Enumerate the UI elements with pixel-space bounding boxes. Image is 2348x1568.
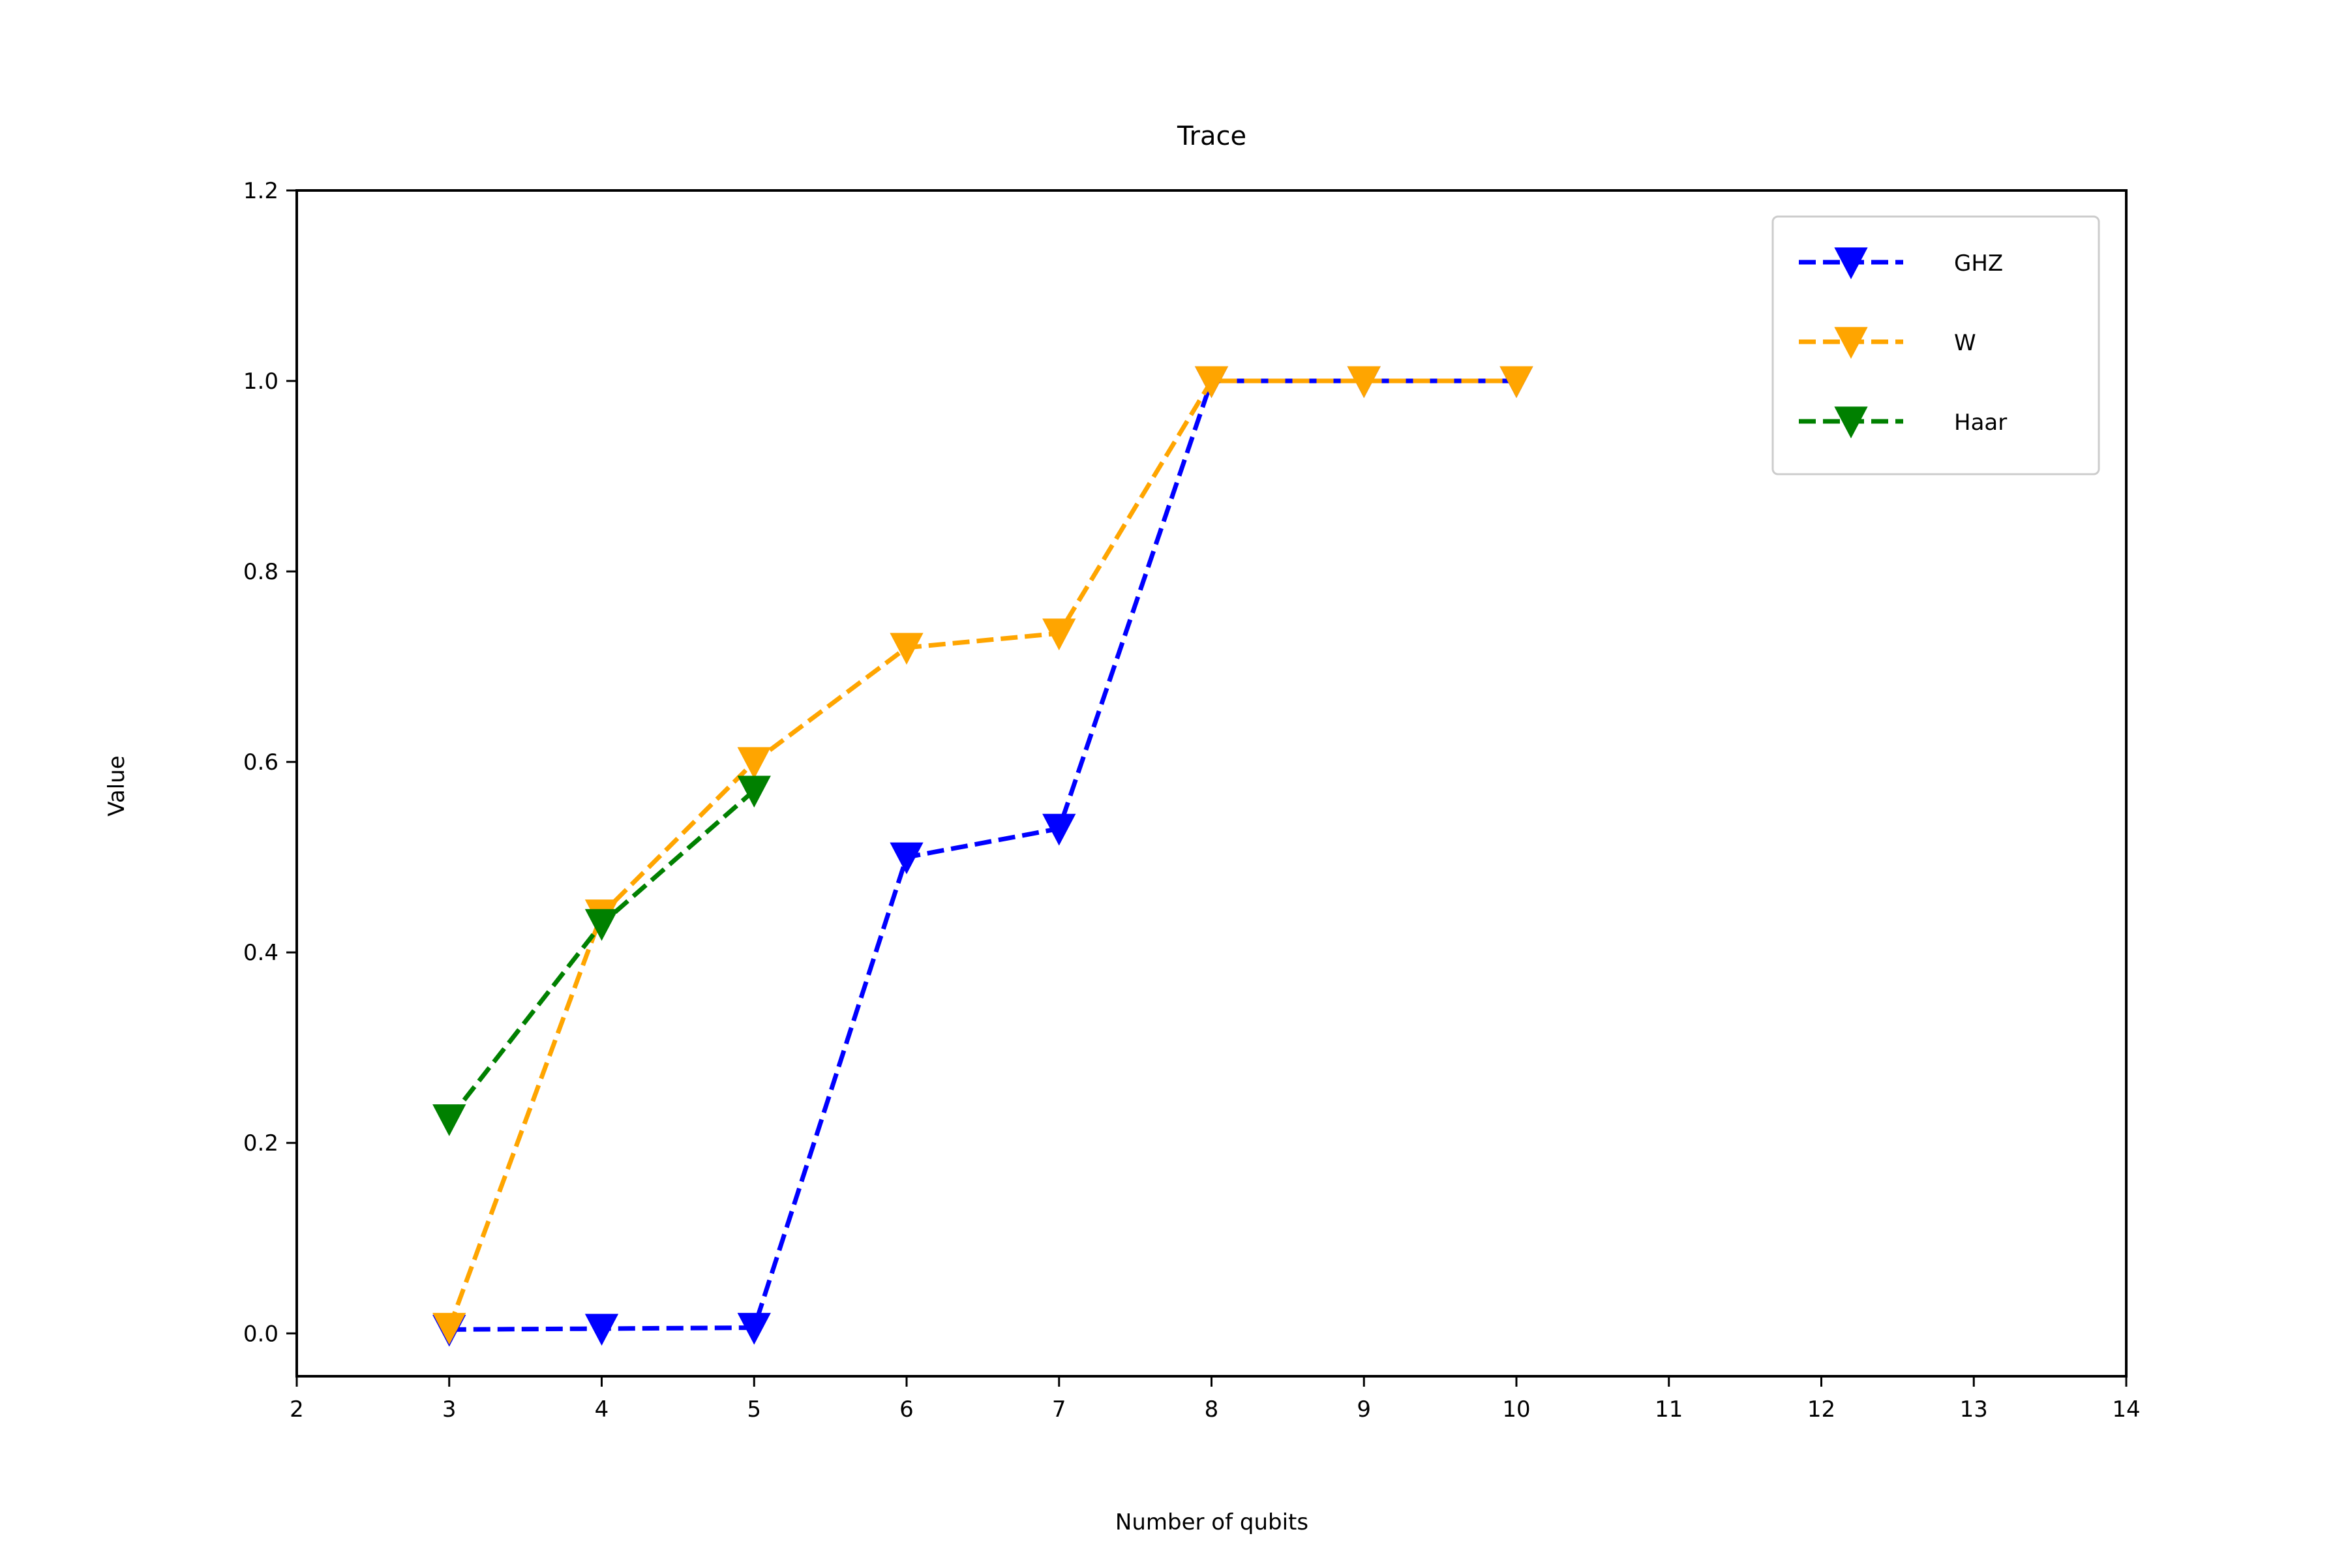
x-tick-label: 6 [899, 1396, 914, 1423]
y-axis-label: Value [104, 755, 130, 816]
x-tick-label: 14 [2112, 1396, 2140, 1423]
legend-label: W [1954, 330, 1976, 356]
data-point-haar [432, 1104, 466, 1136]
series-ghz [432, 366, 1533, 1347]
x-axis-label: Number of qubits [1115, 1509, 1308, 1535]
data-point-ghz [737, 1312, 771, 1345]
legend-marker [1834, 406, 1868, 439]
legend-entry-haar: Haar [1799, 406, 2007, 439]
data-point-w [1499, 366, 1533, 399]
x-tick-label: 3 [442, 1396, 457, 1423]
chart-title: Trace [1177, 121, 1246, 151]
y-tick-label: 1.0 [243, 369, 278, 395]
y-tick-label: 1.2 [243, 178, 278, 204]
y-tick-label: 0.2 [243, 1130, 278, 1156]
legend-marker [1834, 327, 1868, 359]
series-w [432, 366, 1533, 1345]
x-tick-label: 10 [1502, 1396, 1530, 1423]
series-line-haar [447, 789, 756, 1121]
x-tick-label: 2 [290, 1396, 304, 1423]
y-tick-label: 0.8 [243, 559, 278, 585]
data-point-w [1042, 618, 1076, 651]
data-point-ghz [584, 1314, 619, 1346]
y-tick-label: 0.0 [243, 1321, 278, 1347]
x-tick-label: 4 [595, 1396, 609, 1423]
x-tick-label: 7 [1052, 1396, 1066, 1423]
data-point-haar [584, 909, 619, 941]
x-tick-label: 11 [1655, 1396, 1683, 1423]
y-tick-label: 0.4 [243, 940, 278, 966]
data-point-w [890, 633, 924, 665]
data-point-w [1194, 366, 1229, 399]
series-line-w [447, 378, 1516, 1329]
x-tick-label: 8 [1205, 1396, 1219, 1423]
x-tick-label: 12 [1807, 1396, 1835, 1423]
series-line-ghz [449, 378, 1516, 1332]
y-tick-label: 0.6 [243, 749, 278, 776]
legend-box [1771, 215, 2100, 475]
series-haar [432, 776, 771, 1136]
data-point-ghz [1042, 813, 1076, 846]
data-point-haar [737, 776, 771, 808]
legend: GHZ W Haar [1771, 215, 2100, 475]
x-tick-label: 5 [747, 1396, 761, 1423]
legend-marker [1834, 247, 1868, 280]
x-tick-label: 13 [1960, 1396, 1988, 1423]
data-point-ghz [890, 842, 924, 875]
legend-label: GHZ [1954, 250, 2003, 277]
legend-entry-w: W [1799, 327, 1976, 359]
data-point-w [1347, 366, 1381, 399]
data-point-w [432, 1312, 466, 1345]
legend-entry-ghz: GHZ [1799, 247, 2003, 280]
x-tick-label: 9 [1357, 1396, 1371, 1423]
legend-label: Haar [1954, 410, 2007, 436]
data-point-w [737, 747, 771, 779]
